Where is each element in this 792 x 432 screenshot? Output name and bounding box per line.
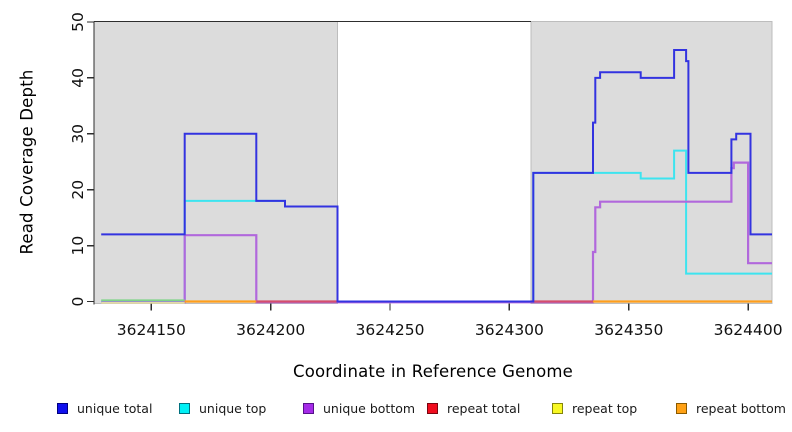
x-tick-label: 3624200: [236, 321, 305, 339]
x-tick-label: 3624150: [117, 321, 186, 339]
legend-item-repeat-bottom: repeat bottom: [676, 400, 786, 416]
legend-swatch-repeat-bottom: [676, 402, 687, 414]
series-unique-bottom: [101, 161, 772, 304]
y-tick-label: 10: [69, 236, 87, 256]
coverage-plot-svg: 0 10 20 30 40 50 3624150 3624200 3624250 3624300 3…: [69, 12, 783, 339]
legend-label: unique top: [199, 400, 267, 416]
x-tick-label: 3624250: [355, 321, 424, 339]
y-tick-label: 50: [69, 12, 87, 32]
legend-swatch-repeat-top: [552, 402, 563, 414]
legend-label: repeat top: [572, 400, 638, 416]
covered-region-0: [93, 21, 338, 304]
x-tick-label: 3624300: [475, 321, 544, 339]
y-tick-label: 40: [69, 68, 87, 88]
legend-swatch-unique-total: [57, 402, 68, 414]
x-tick-label: 3624350: [594, 321, 663, 339]
legend-item-unique-total: unique total: [57, 400, 152, 416]
x-tick-label: 3624400: [714, 321, 783, 339]
y-tick-label: 20: [69, 180, 87, 200]
legend-swatch-unique-bottom: [303, 402, 314, 414]
legend-label: unique bottom: [323, 400, 416, 416]
legend-swatch-unique-top: [179, 402, 190, 414]
legend: unique total unique top unique bottom repea…: [0, 398, 792, 422]
legend-item-repeat-total: repeat total: [427, 400, 520, 416]
y-axis-title: Read Coverage Depth: [17, 69, 37, 255]
legend-label: repeat total: [447, 400, 521, 416]
legend-swatch-repeat-total: [427, 402, 438, 414]
legend-item-repeat-top: repeat top: [552, 400, 637, 416]
plot-area: 0 10 20 30 40 50 3624150 3624200 3624250 3624300 3…: [69, 12, 783, 339]
legend-item-unique-top: unique top: [179, 400, 266, 416]
legend-label: repeat bottom: [696, 400, 786, 416]
series-unique-total: [101, 49, 772, 303]
x-axis-title: Coordinate in Reference Genome: [292, 362, 574, 381]
y-tick-label: 0: [69, 297, 87, 307]
legend-label: unique total: [77, 400, 153, 416]
y-tick-label: 30: [69, 124, 87, 144]
legend-item-unique-bottom: unique bottom: [303, 400, 415, 416]
